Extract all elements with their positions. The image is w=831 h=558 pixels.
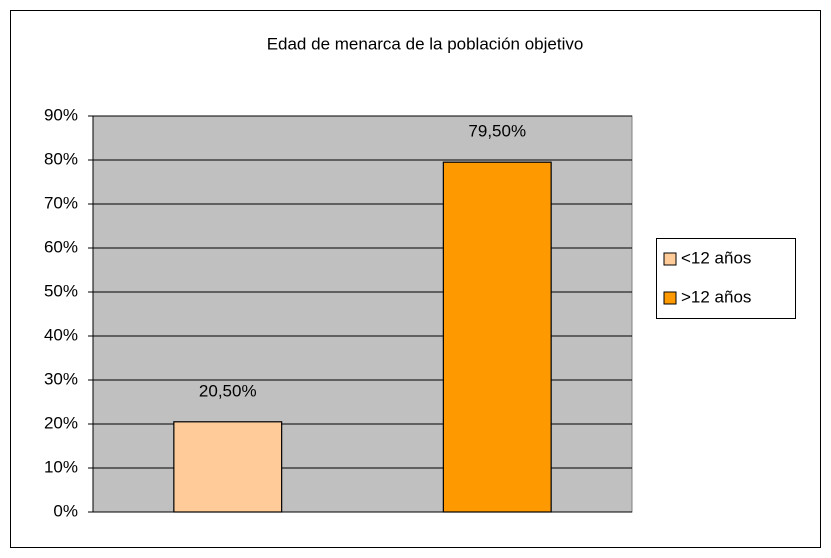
bar	[442, 161, 552, 513]
chart-title: Edad de menarca de la población objetivo	[267, 34, 584, 53]
y-tick-label: 90%	[44, 105, 78, 124]
y-tick-label: 80%	[44, 149, 78, 168]
data-label: 20,50%	[199, 381, 257, 400]
y-tick-label: 60%	[44, 237, 78, 256]
bar	[173, 421, 283, 513]
legend-label: <12 años	[681, 248, 751, 267]
y-tick-label: 10%	[44, 457, 78, 476]
y-tick-label: 40%	[44, 325, 78, 344]
y-tick-label: 70%	[44, 193, 78, 212]
legend-label: >12 años	[681, 287, 751, 306]
legend-swatch	[663, 252, 677, 266]
legend-swatch	[663, 291, 677, 305]
y-tick-label: 50%	[44, 281, 78, 300]
y-tick-label: 20%	[44, 413, 78, 432]
y-tick-label: 30%	[44, 369, 78, 388]
data-label: 79,50%	[468, 122, 526, 141]
legend-box	[656, 238, 796, 319]
y-tick-label: 0%	[53, 501, 78, 520]
